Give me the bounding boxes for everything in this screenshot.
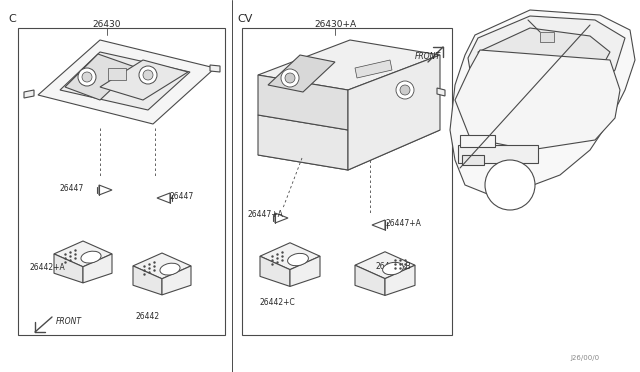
Bar xyxy=(460,135,495,147)
Ellipse shape xyxy=(160,263,180,275)
Text: CV: CV xyxy=(237,14,252,24)
Circle shape xyxy=(281,69,299,87)
Polygon shape xyxy=(260,256,290,286)
Polygon shape xyxy=(54,254,83,283)
Polygon shape xyxy=(455,50,620,150)
Polygon shape xyxy=(355,265,385,295)
Polygon shape xyxy=(65,54,135,100)
Circle shape xyxy=(485,160,535,210)
Polygon shape xyxy=(100,60,188,100)
Bar xyxy=(462,155,484,165)
Text: 26442: 26442 xyxy=(136,312,160,321)
Polygon shape xyxy=(372,220,385,230)
Circle shape xyxy=(396,81,414,99)
Bar xyxy=(242,28,452,335)
Text: FRONT: FRONT xyxy=(415,51,441,61)
Text: FRONT: FRONT xyxy=(56,317,82,327)
Polygon shape xyxy=(348,55,440,170)
Polygon shape xyxy=(290,256,320,286)
Bar xyxy=(108,68,126,80)
Ellipse shape xyxy=(81,251,101,263)
Circle shape xyxy=(143,70,153,80)
Circle shape xyxy=(400,85,410,95)
Bar xyxy=(540,32,554,42)
Text: 26447: 26447 xyxy=(60,183,84,192)
Polygon shape xyxy=(258,115,440,170)
Text: 26430+A: 26430+A xyxy=(314,20,356,29)
Polygon shape xyxy=(54,241,112,267)
Polygon shape xyxy=(260,243,320,270)
Text: 26442+A: 26442+A xyxy=(30,263,66,273)
Polygon shape xyxy=(468,16,625,102)
Polygon shape xyxy=(385,265,415,295)
Circle shape xyxy=(285,73,295,83)
Polygon shape xyxy=(162,266,191,295)
Polygon shape xyxy=(268,55,335,92)
Text: J26/00/0: J26/00/0 xyxy=(571,355,600,361)
Text: 26442+C: 26442+C xyxy=(260,298,296,307)
Polygon shape xyxy=(99,185,112,195)
Text: C: C xyxy=(8,14,16,24)
Polygon shape xyxy=(258,40,440,90)
Text: 26430: 26430 xyxy=(93,20,121,29)
Polygon shape xyxy=(437,88,445,96)
Polygon shape xyxy=(133,266,162,295)
Polygon shape xyxy=(133,253,191,279)
Ellipse shape xyxy=(287,253,308,266)
Text: 26442+B: 26442+B xyxy=(376,262,412,271)
Polygon shape xyxy=(157,193,170,203)
Text: 26447+A: 26447+A xyxy=(248,209,284,218)
Polygon shape xyxy=(24,90,34,98)
Polygon shape xyxy=(38,40,215,124)
Polygon shape xyxy=(355,252,415,279)
Text: 26447: 26447 xyxy=(170,192,195,201)
Polygon shape xyxy=(83,254,112,283)
Circle shape xyxy=(78,68,96,86)
Text: 26447+A: 26447+A xyxy=(385,218,421,228)
Circle shape xyxy=(82,72,92,82)
Bar xyxy=(458,145,538,163)
Polygon shape xyxy=(275,213,288,223)
Polygon shape xyxy=(258,75,348,130)
Polygon shape xyxy=(210,65,220,72)
Polygon shape xyxy=(478,28,610,88)
Polygon shape xyxy=(258,115,348,170)
Ellipse shape xyxy=(383,262,403,275)
Bar xyxy=(18,28,225,335)
Polygon shape xyxy=(450,10,635,195)
Polygon shape xyxy=(60,52,190,110)
Polygon shape xyxy=(355,60,392,78)
Circle shape xyxy=(139,66,157,84)
